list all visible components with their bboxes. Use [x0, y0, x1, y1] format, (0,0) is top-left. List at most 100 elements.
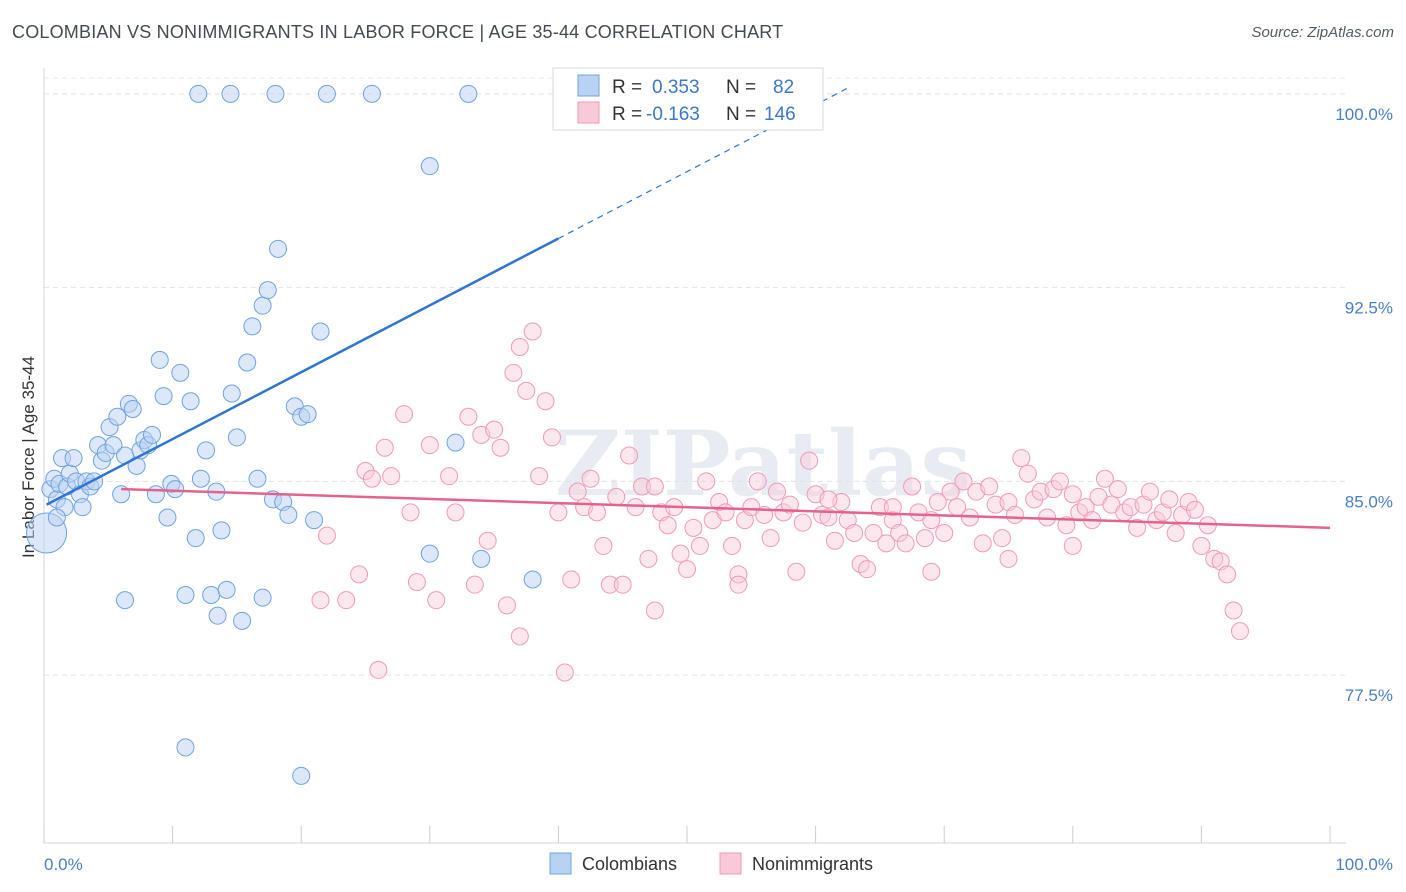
- nonimmigrants-point-125: [1160, 490, 1179, 509]
- chart-title: COLOMBIAN VS NONIMMIGRANTS IN LABOR FORC…: [12, 22, 784, 42]
- gridlines: [44, 77, 1346, 676]
- nonimmigrants-point-136: [1230, 622, 1249, 641]
- colombians-point-77: [459, 84, 478, 103]
- nonimmigrants-point-80: [870, 498, 889, 517]
- colombians-point-9: [64, 449, 83, 468]
- colombians-point-58: [279, 505, 298, 524]
- nonimmigrants-point-108: [1050, 472, 1069, 491]
- x-tick-label-1: 100.0%: [1335, 855, 1393, 874]
- nonimmigrants-point-78: [858, 560, 877, 579]
- colombians-point-64: [176, 738, 195, 757]
- colombians-point-61: [298, 405, 317, 424]
- y-tick-label-2: 85.0%: [1345, 492, 1393, 511]
- colombians-point-54: [258, 281, 277, 300]
- colombians-point-39: [181, 392, 200, 411]
- nonimmigrants-point-130: [1192, 536, 1211, 555]
- trend-lines: [45, 87, 1331, 530]
- legend-r-label-1: R =: [612, 77, 647, 98]
- nonimmigrants-point-85: [903, 477, 922, 496]
- nonimmigrants-point-61: [748, 472, 767, 491]
- series-legend-label-colombians: Colombians: [582, 854, 677, 874]
- nonimmigrants-point-24: [510, 338, 529, 356]
- nonimmigrants-point-117: [1108, 480, 1127, 499]
- nonimmigrants-point-69: [800, 451, 819, 470]
- colombians-point-63: [311, 322, 330, 341]
- nonimmigrants-point-89: [928, 493, 947, 511]
- colombians-point-37: [171, 363, 190, 382]
- nonimmigrants-point-51: [684, 518, 703, 537]
- nonimmigrants-point-137: [883, 498, 902, 517]
- nonimmigrants-point-1: [317, 526, 336, 545]
- nonimmigrants-point-16: [459, 407, 478, 426]
- y-tick-label-0: 100.0%: [1335, 105, 1393, 124]
- colombians-point-36: [166, 480, 185, 499]
- colombians-point-33: [154, 387, 173, 406]
- nonimmigrants-point-43: [632, 477, 651, 496]
- nonimmigrants-point-83: [890, 524, 909, 542]
- nonimmigrants-point-30: [549, 503, 568, 522]
- nonimmigrants-points: [311, 322, 1249, 682]
- nonimmigrants-point-8: [382, 467, 401, 486]
- nonimmigrants-point-96: [973, 534, 992, 553]
- nonimmigrants-point-90: [935, 524, 954, 542]
- nonimmigrants-point-135: [1224, 601, 1243, 620]
- nonimmigrants-point-67: [787, 562, 806, 581]
- nonimmigrants-point-50: [678, 560, 696, 579]
- legend-swatch-nonimmigrants: [577, 101, 600, 124]
- nonimmigrants-point-6: [369, 660, 388, 679]
- nonimmigrants-trend-line: [121, 487, 1331, 530]
- colombians-point-75: [317, 84, 336, 103]
- colombians-points: [26, 84, 587, 785]
- colombians-point-79: [420, 157, 439, 176]
- y-tick-label-1: 92.5%: [1345, 299, 1393, 318]
- colombians-point-74: [266, 84, 285, 103]
- chart-source: Source: ZipAtlas.com: [1251, 24, 1394, 41]
- nonimmigrants-point-12: [420, 436, 439, 455]
- colombians-point-38: [176, 586, 195, 604]
- legend-n-value-2: 146: [764, 104, 796, 125]
- legend-r-value-1: 0.353: [652, 77, 700, 98]
- x-tick-labels: 0.0% 100.0%: [44, 855, 1393, 874]
- nonimmigrants-point-52: [690, 536, 709, 555]
- nonimmigrants-point-42: [626, 498, 645, 517]
- nonimmigrants-point-29: [542, 428, 561, 447]
- series-legend: Colombians Nonimmigrants: [549, 852, 873, 875]
- y-tick-labels: 100.0% 92.5% 85.0% 77.5%: [1335, 105, 1393, 705]
- nonimmigrants-point-41: [620, 446, 639, 465]
- nonimmigrants-point-102: [1012, 449, 1031, 468]
- nonimmigrants-point-37: [594, 536, 613, 555]
- nonimmigrants-point-120: [1128, 518, 1147, 537]
- nonimmigrants-point-129: [1185, 500, 1204, 519]
- colombians-point-34: [158, 508, 177, 527]
- colombians-point-43: [202, 586, 221, 604]
- nonimmigrants-point-5: [362, 469, 381, 488]
- nonimmigrants-point-20: [485, 420, 504, 439]
- colombians-point-42: [197, 441, 216, 460]
- nonimmigrants-point-15: [446, 503, 465, 522]
- nonimmigrants-point-27: [530, 467, 549, 486]
- nonimmigrants-point-142: [645, 601, 664, 620]
- colombians-point-72: [189, 84, 208, 103]
- x-tick-label-0: 0.0%: [44, 855, 83, 874]
- nonimmigrants-point-47: [658, 516, 677, 535]
- series-legend-label-nonimmigrants: Nonimmigrants: [752, 854, 873, 874]
- nonimmigrants-point-55: [710, 493, 729, 511]
- colombians-point-40: [186, 529, 205, 548]
- nonimmigrants-point-28: [536, 392, 555, 411]
- nonimmigrants-point-0: [311, 591, 330, 610]
- nonimmigrants-point-122: [1140, 482, 1159, 501]
- legend-n-value-1: 82: [773, 77, 794, 98]
- colombians-point-70: [523, 570, 542, 589]
- nonimmigrants-point-139: [729, 575, 748, 594]
- colombians-point-48: [227, 428, 246, 447]
- colombians-point-45: [212, 521, 231, 540]
- colombians-point-80: [47, 508, 66, 527]
- nonimmigrants-point-87: [915, 529, 934, 548]
- nonimmigrants-point-110: [1063, 485, 1082, 504]
- colombians-point-69: [472, 549, 491, 568]
- nonimmigrants-point-73: [825, 531, 844, 550]
- colombians-point-67: [253, 588, 272, 607]
- colombians-point-76: [362, 84, 381, 103]
- nonimmigrants-point-103: [1018, 464, 1037, 483]
